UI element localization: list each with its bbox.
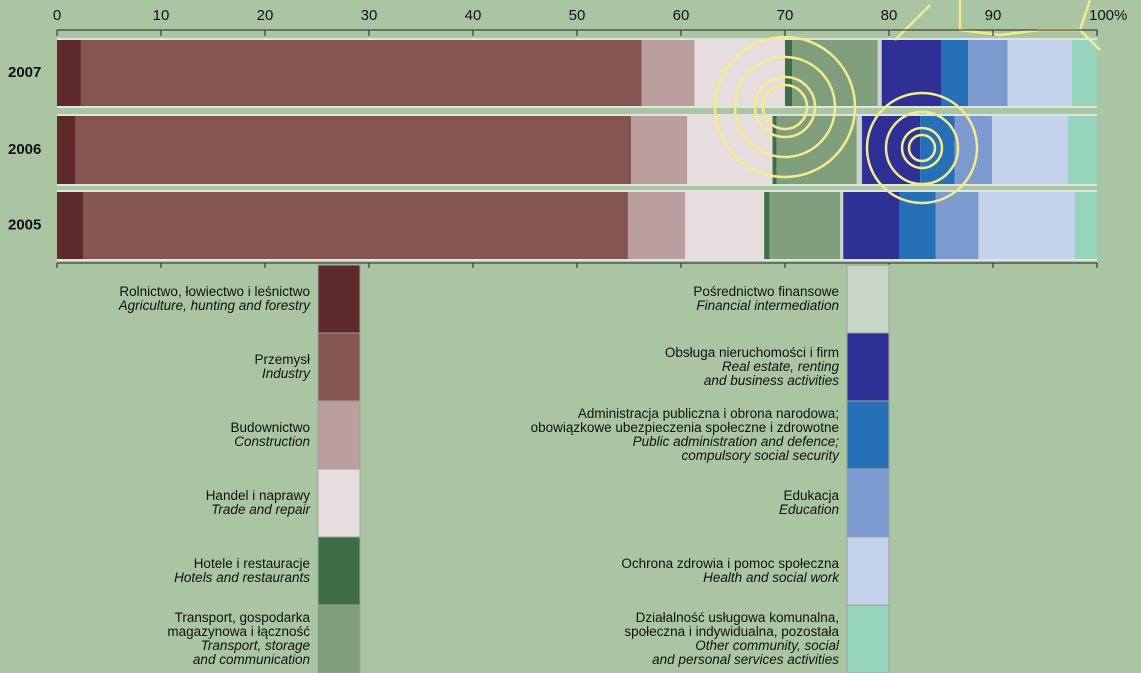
x-tick-label: 60 <box>673 7 690 24</box>
bar-segment <box>856 116 862 184</box>
bar-segment <box>843 192 900 259</box>
legend-swatch <box>846 264 890 334</box>
category-label: 2007 <box>8 64 41 81</box>
legend-entry: Budownictwo Construction <box>0 401 310 469</box>
legend-swatch <box>846 536 890 606</box>
bar-segment <box>627 192 686 259</box>
legend-swatch <box>846 400 890 470</box>
legend-label-en: Industry <box>261 366 310 381</box>
legend-entry: Ochrona zdrowia i pomoc społeczna Health … <box>399 537 839 605</box>
x-tick-label: 70 <box>777 7 794 24</box>
legend-label: Obsługa nieruchomości i firm <box>664 345 839 360</box>
bar-segment <box>881 40 941 106</box>
legend-swatch <box>317 264 361 334</box>
x-tick-label: 90 <box>985 7 1002 24</box>
bar-segment <box>785 40 793 106</box>
bar-segment <box>641 40 695 106</box>
legend-swatch <box>846 604 890 673</box>
bar-segment <box>776 116 857 184</box>
legend-entry: Hotele i restauracje Hotels and restauran… <box>0 537 310 605</box>
bar-segment <box>877 40 882 106</box>
bar-segment <box>83 192 628 259</box>
legend-swatch <box>317 332 361 402</box>
legend-entry: Transport, gospodarka magazynowa i łączn… <box>0 605 310 673</box>
legend-label: Ochrona zdrowia i pomoc społeczna <box>621 556 839 571</box>
legend-entry: Działalność usługowa komunalna, społeczn… <box>399 605 839 673</box>
bar-segment <box>792 40 878 106</box>
legend-label-en: Agriculture, hunting and forestry <box>118 298 310 313</box>
bar-segment <box>1072 40 1097 106</box>
x-tick-label: 0 <box>53 7 61 24</box>
category-label: 2005 <box>8 216 41 233</box>
bar-segment <box>1007 40 1073 106</box>
legend-label-en: Transport, storage and communication <box>192 638 310 667</box>
bar-segment <box>80 40 642 106</box>
legend-label-en: Hotels and restaurants <box>174 570 310 585</box>
legend-entry: Pośrednictwo finansowe Financial intermed… <box>399 265 839 333</box>
x-tick-label: 100% <box>1089 7 1127 24</box>
bar-segment <box>685 192 765 259</box>
bar-segment <box>75 116 632 184</box>
category-label: 2006 <box>8 141 41 158</box>
axes: 2007 2006 2005 0 10 20 30 40 50 60 70 80 90 100% <box>8 7 1127 268</box>
x-tick-label: 40 <box>465 7 482 24</box>
bar-segment <box>991 116 1068 184</box>
legend-entry: Obsługa nieruchomości i firm Real estate,… <box>399 333 839 401</box>
bar-segment <box>1075 192 1097 259</box>
bar-segment <box>772 116 777 184</box>
legend-label: Budownictwo <box>230 420 310 435</box>
legend-swatch <box>317 400 361 470</box>
bar-segment <box>769 192 841 259</box>
bar-segment <box>978 192 1076 259</box>
decoration <box>713 0 1101 205</box>
x-tick-label: 20 <box>257 7 274 24</box>
x-tick-label: 30 <box>361 7 378 24</box>
legend-label-en: Public administration and defence; compu… <box>632 434 839 463</box>
bar-segment <box>935 192 979 259</box>
legend-label: Hotele i restauracje <box>193 556 310 571</box>
legend-entry: Edukacja Education <box>399 469 839 537</box>
legend-swatch <box>317 536 361 606</box>
legend-label: Edukacja <box>783 488 839 503</box>
legend-entry: Handel i naprawy Trade and repair <box>0 469 310 537</box>
legend-entry: Administracja publiczna i obrona narodow… <box>399 401 839 469</box>
bar-segment <box>968 40 1008 106</box>
legend-label-en: Trade and repair <box>211 502 310 517</box>
legend-label-en: Other community, social and personal ser… <box>652 638 839 667</box>
bar-segment <box>840 192 844 259</box>
legend-swatch <box>846 468 890 538</box>
bar-segment <box>57 116 76 184</box>
legend-label: Transport, gospodarka magazynowa i łączn… <box>167 610 310 639</box>
legend-swatch <box>317 468 361 538</box>
bar-segment <box>1067 116 1097 184</box>
legend-label: Działalność usługowa komunalna, społeczn… <box>624 610 839 639</box>
legend-label: Handel i naprawy <box>205 488 310 503</box>
x-tick-label: 50 <box>569 7 586 24</box>
legend-entry: Przemysł Industry <box>0 333 310 401</box>
bar-segment <box>764 192 770 259</box>
bar-segment <box>941 40 969 106</box>
legend-label-en: Health and social work <box>703 570 839 585</box>
legend-label: Pośrednictwo finansowe <box>693 284 839 299</box>
legend-label: Administracja publiczna i obrona narodow… <box>530 406 839 435</box>
bars <box>57 38 1097 261</box>
x-tick-label: 80 <box>881 7 898 24</box>
legend-swatch <box>846 332 890 402</box>
legend-label-en: Construction <box>234 434 310 449</box>
bar-segment <box>57 40 81 106</box>
legend-label-en: Real estate, renting and business activi… <box>703 359 839 388</box>
bar-segment <box>631 116 688 184</box>
legend-label-en: Education <box>778 502 839 517</box>
x-tick-label: 10 <box>153 7 170 24</box>
legend-label-en: Financial intermediation <box>696 298 839 313</box>
bar-segment <box>57 192 83 259</box>
legend-label: Rolnictwo, łowiectwo i leśnictwo <box>119 284 310 299</box>
legend-label: Przemysł <box>254 352 310 367</box>
legend-entry: Rolnictwo, łowiectwo i leśnictwo Agricult… <box>0 265 310 333</box>
legend-swatch <box>317 604 361 673</box>
bar-segment <box>694 40 785 106</box>
